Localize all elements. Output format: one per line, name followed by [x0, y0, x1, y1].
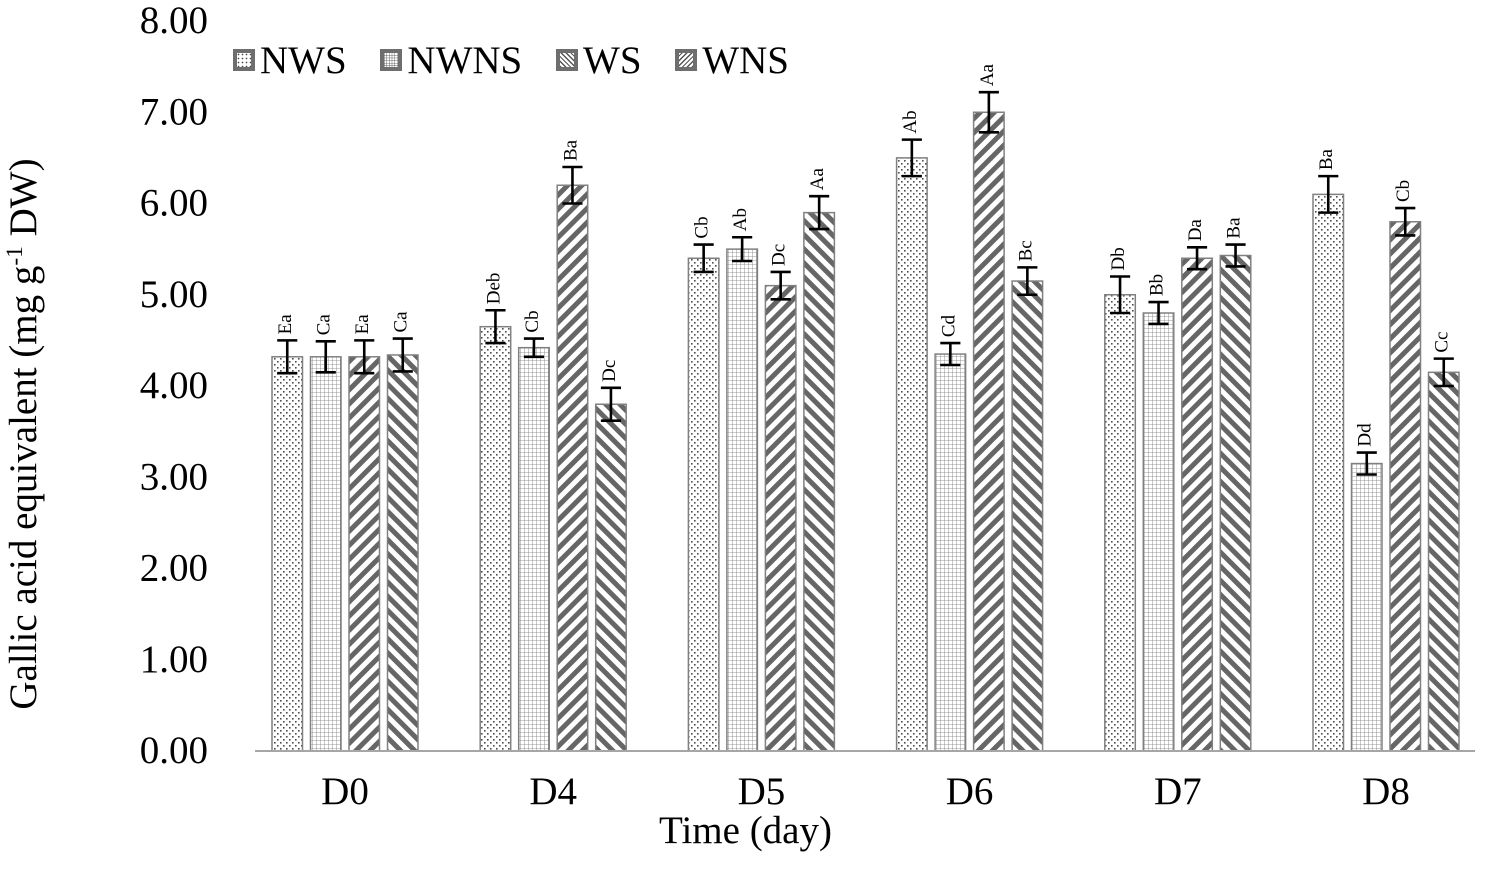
svg-text:D0: D0	[321, 770, 369, 813]
svg-text:Deb: Deb	[483, 273, 504, 305]
svg-text:Ba: Ba	[1316, 148, 1337, 170]
svg-text:D5: D5	[738, 770, 786, 813]
svg-text:Aa: Aa	[807, 167, 828, 190]
svg-text:Ab: Ab	[900, 110, 921, 133]
svg-text:D6: D6	[946, 770, 994, 813]
svg-text:Ba: Ba	[560, 139, 581, 161]
svg-text:Db: Db	[1108, 247, 1129, 270]
svg-text:7.00: 7.00	[140, 90, 208, 133]
svg-text:D4: D4	[529, 770, 577, 813]
svg-text:6.00: 6.00	[140, 182, 208, 225]
svg-text:Cc: Cc	[1432, 332, 1453, 353]
svg-text:4.00: 4.00	[140, 364, 208, 407]
svg-text:Ab: Ab	[730, 208, 751, 231]
svg-text:Cb: Cb	[1393, 180, 1414, 202]
svg-text:Dc: Dc	[769, 244, 790, 266]
svg-text:5.00: 5.00	[140, 273, 208, 316]
svg-text:2.00: 2.00	[140, 547, 208, 590]
svg-text:Ea: Ea	[352, 314, 373, 335]
svg-text:0.00: 0.00	[140, 729, 208, 772]
svg-text:D8: D8	[1362, 770, 1410, 813]
svg-text:Aa: Aa	[977, 63, 998, 86]
svg-text:Dd: Dd	[1355, 423, 1376, 447]
svg-text:Ca: Ca	[391, 311, 412, 333]
svg-text:3.00: 3.00	[140, 455, 208, 498]
svg-text:1.00: 1.00	[140, 638, 208, 681]
svg-text:Dc: Dc	[599, 360, 620, 382]
svg-text:Ba: Ba	[1224, 217, 1245, 239]
svg-text:Bc: Bc	[1015, 240, 1036, 261]
svg-text:D7: D7	[1154, 770, 1202, 813]
svg-text:Ca: Ca	[314, 314, 335, 336]
svg-text:Bb: Bb	[1147, 274, 1168, 296]
svg-text:8.00: 8.00	[140, 0, 208, 42]
svg-text:Cd: Cd	[938, 314, 959, 337]
svg-text:Da: Da	[1185, 219, 1206, 242]
svg-text:Cb: Cb	[522, 310, 543, 332]
svg-text:Ea: Ea	[275, 314, 296, 335]
svg-text:Cb: Cb	[692, 216, 713, 238]
